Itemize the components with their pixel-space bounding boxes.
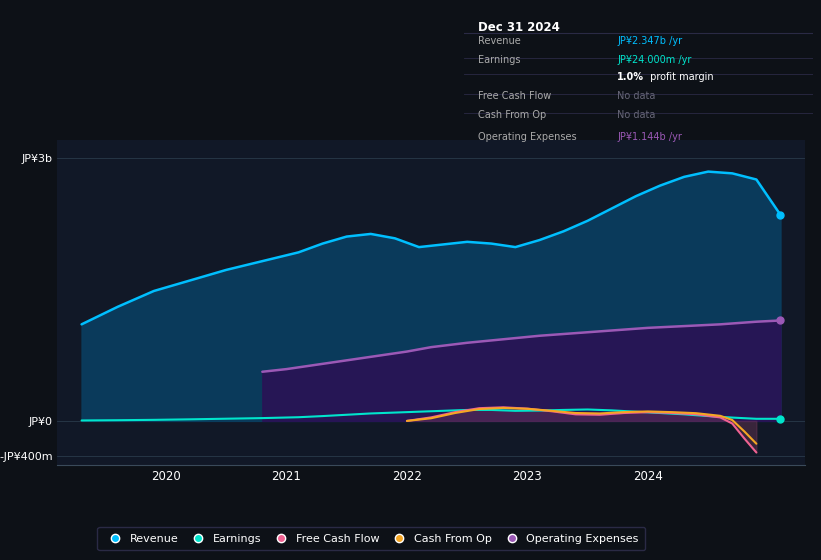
Text: Free Cash Flow: Free Cash Flow [478,91,551,101]
Text: profit margin: profit margin [647,72,713,82]
Text: JP¥1.144b /yr: JP¥1.144b /yr [617,132,682,142]
Text: Dec 31 2024: Dec 31 2024 [478,21,560,34]
Legend: Revenue, Earnings, Free Cash Flow, Cash From Op, Operating Expenses: Revenue, Earnings, Free Cash Flow, Cash … [98,527,645,550]
Text: Operating Expenses: Operating Expenses [478,132,576,142]
Text: No data: No data [617,110,656,120]
Text: JP¥24.000m /yr: JP¥24.000m /yr [617,55,692,65]
Text: 1.0%: 1.0% [617,72,644,82]
Text: Cash From Op: Cash From Op [478,110,546,120]
Text: JP¥2.347b /yr: JP¥2.347b /yr [617,36,682,46]
Text: Revenue: Revenue [478,36,521,46]
Text: No data: No data [617,91,656,101]
Text: Earnings: Earnings [478,55,521,65]
